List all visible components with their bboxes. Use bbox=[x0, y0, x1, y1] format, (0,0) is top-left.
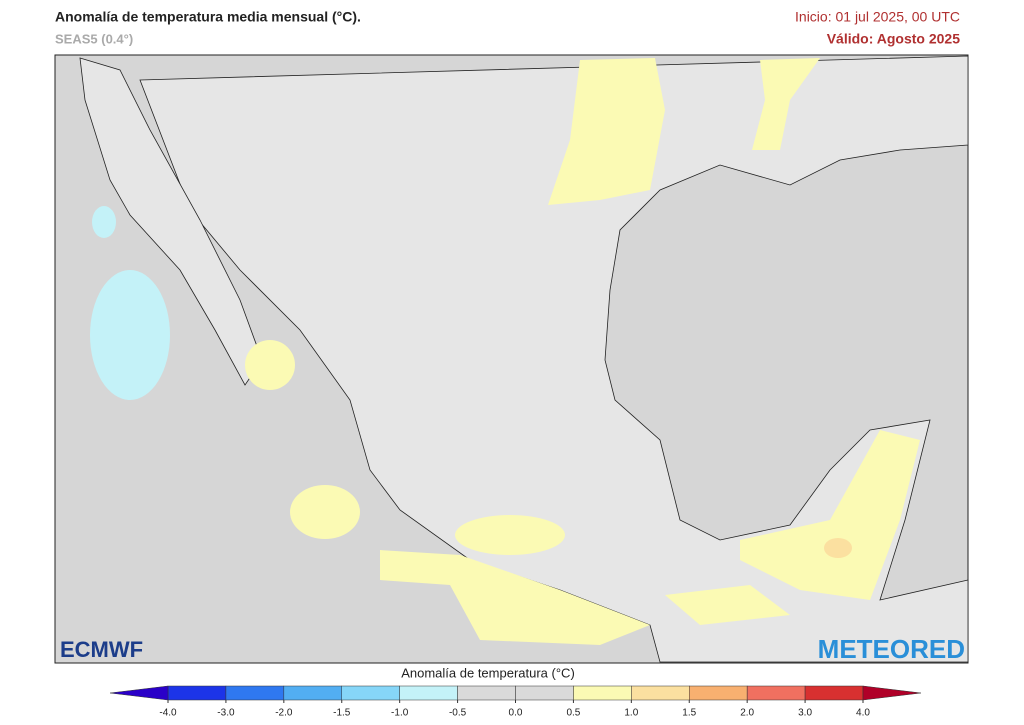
colorbar-segment bbox=[341, 685, 400, 701]
colorbar-tick-label: 2.0 bbox=[740, 708, 754, 719]
colorbar-segment bbox=[804, 685, 864, 701]
colorbar-segment bbox=[225, 685, 285, 701]
map: ECMWF METEORED bbox=[54, 54, 969, 664]
meteored-logo: METEORED bbox=[818, 634, 965, 664]
colorbar-segment bbox=[515, 685, 574, 701]
ecmwf-logo: ECMWF bbox=[60, 637, 143, 662]
colorbar-tick-label: 1.0 bbox=[624, 708, 638, 719]
warmer-area bbox=[824, 538, 852, 558]
colorbar-tick-label: -1.5 bbox=[333, 708, 351, 719]
colorbar: -4.0 -3.0 -2.0 -1.5 -1.0 -0.5 0.0 0.5 1.0 1.5 2.0 3… bbox=[109, 685, 922, 719]
colorbar-tick-label: -3.0 bbox=[217, 708, 235, 719]
colorbar-segment bbox=[746, 685, 806, 701]
colorbar-extend-high bbox=[862, 685, 922, 701]
colorbar-tick-label: 0.5 bbox=[566, 708, 580, 719]
init-date: Inicio: 01 jul 2025, 00 UTC bbox=[795, 9, 960, 25]
colorbar-tick-label: 0.0 bbox=[509, 708, 523, 719]
cool-areas bbox=[90, 206, 170, 400]
colorbar-segment bbox=[457, 685, 516, 701]
colorbar-extend-low bbox=[109, 685, 169, 701]
warm-areas bbox=[245, 58, 920, 645]
colorbar-segment bbox=[283, 685, 343, 701]
colorbar-tick-label: -0.5 bbox=[449, 708, 467, 719]
colorbar-tick-label: 3.0 bbox=[798, 708, 812, 719]
colorbar-title: Anomalía de temperatura (°C) bbox=[401, 665, 575, 680]
colorbar-segment bbox=[631, 685, 690, 701]
colorbar-tick-label: -4.0 bbox=[159, 708, 177, 719]
title: Anomalía de temperatura media mensual (°… bbox=[55, 9, 361, 25]
colorbar-segment bbox=[689, 685, 748, 701]
valid-date: Válido: Agosto 2025 bbox=[827, 31, 961, 47]
colorbar-tick-label: -1.0 bbox=[391, 708, 409, 719]
colorbar-segment bbox=[399, 685, 458, 701]
colorbar-tick-label: 1.5 bbox=[682, 708, 696, 719]
subtitle: SEAS5 (0.4°) bbox=[55, 31, 133, 46]
colorbar-segment bbox=[167, 685, 227, 701]
colorbar-tick-label: -2.0 bbox=[275, 708, 293, 719]
land bbox=[139, 55, 969, 663]
colorbar-segment bbox=[573, 685, 632, 701]
baja bbox=[79, 57, 263, 386]
colorbar-tick-label: 4.0 bbox=[856, 708, 870, 719]
